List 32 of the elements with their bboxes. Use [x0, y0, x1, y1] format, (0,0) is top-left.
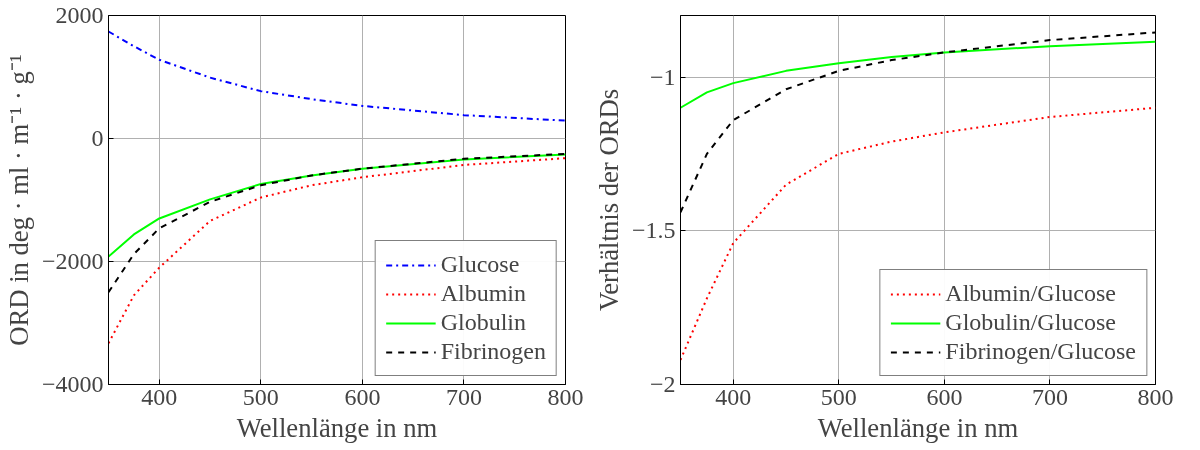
x-tick-label: 700 [445, 383, 482, 410]
line-series [680, 40, 1156, 109]
x-tick-label: 700 [1031, 383, 1068, 410]
legend-label: Fibrinogen [440, 338, 546, 365]
y-tick-label: 0 [91, 125, 104, 151]
y-tick-label: −1.5 [631, 217, 676, 244]
x-tick-label: 800 [1137, 383, 1174, 410]
x-tick-label: 600 [344, 383, 381, 410]
legend-label: Glucose [440, 251, 520, 278]
line-series [108, 157, 566, 345]
y-tick-label: −1 [649, 63, 676, 90]
legend-label: Albumin/Glucose [945, 280, 1117, 307]
legend-label: Globulin [440, 309, 527, 336]
legend-label: Fibrinogen/Glucose [945, 338, 1136, 365]
x-tick-label: 800 [547, 383, 584, 410]
x-axis-title: Wellenlänge in nm [236, 412, 438, 443]
x-tick-label: 500 [242, 383, 279, 410]
x-tick-label: 400 [715, 383, 752, 410]
legend-label: Albumin [440, 280, 527, 307]
line-series [108, 30, 566, 122]
x-axis-title: Wellenlänge in nm [817, 412, 1019, 443]
y-axis-title: ORD in deg · ml · m⁻¹ · g⁻¹ [3, 54, 34, 346]
line-series [108, 153, 566, 258]
y-tick-label: −2 [649, 371, 676, 397]
y-tick-label: −4000 [41, 371, 104, 397]
x-tick-label: 400 [141, 383, 178, 410]
x-tick-label: 500 [820, 383, 857, 410]
x-tick-label: 600 [926, 383, 963, 410]
legend-label: Globulin/Glucose [945, 309, 1117, 336]
y-tick-label: −2000 [41, 248, 104, 274]
y-axis-title: Verhältnis der ORDs [593, 88, 624, 312]
y-tick-label: 2000 [55, 2, 104, 28]
